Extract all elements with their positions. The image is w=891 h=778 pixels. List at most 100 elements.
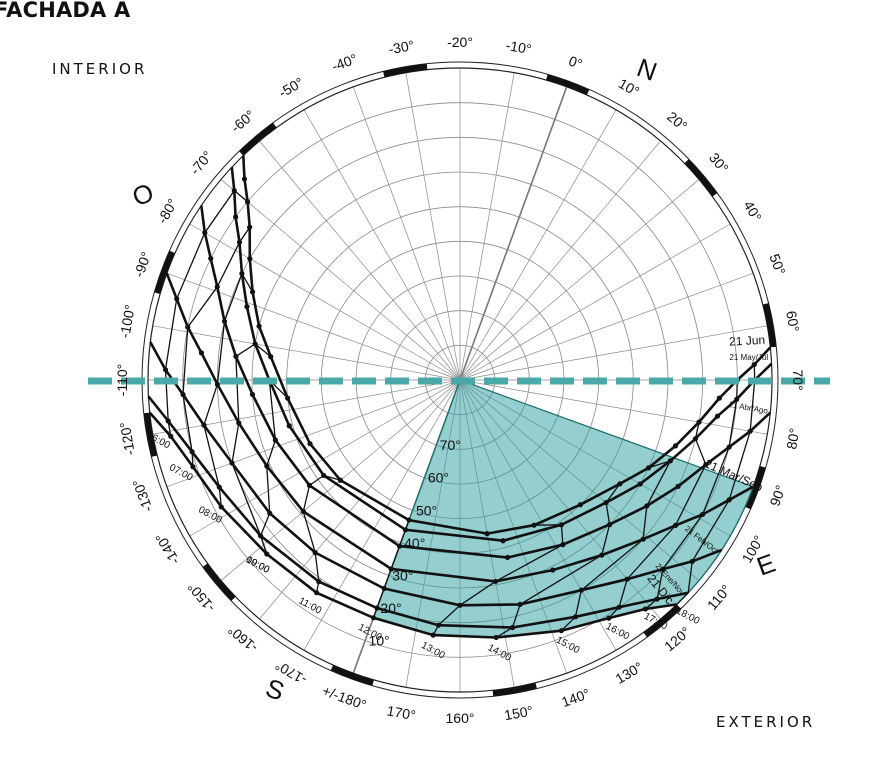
page-title: FACHADA A xyxy=(0,0,131,22)
azimuth-label: -100° xyxy=(116,303,138,339)
altitude-label: 30° xyxy=(392,567,413,583)
azimuth-line xyxy=(405,72,461,381)
azimuth-line xyxy=(459,140,661,381)
hour-point xyxy=(247,256,253,262)
azimuth-label: -50° xyxy=(276,74,306,101)
hour-point xyxy=(714,413,721,419)
azimuth-label: 0° xyxy=(567,53,585,73)
hour-point xyxy=(484,531,490,537)
altitude-label: 70° xyxy=(440,437,461,453)
hour-point xyxy=(550,567,556,573)
azimuth-label: 130° xyxy=(612,659,645,687)
hour-line xyxy=(372,519,410,619)
rim-tick-block xyxy=(762,303,777,348)
sun-path-curves xyxy=(147,155,773,641)
azimuth-label: -110° xyxy=(114,364,130,397)
altitude-label: 50° xyxy=(416,502,437,518)
azimuth-label: 150° xyxy=(503,702,534,723)
hour-point xyxy=(504,554,511,561)
hour-line xyxy=(560,459,672,632)
cardinal-west: O xyxy=(128,177,157,212)
azimuth-line xyxy=(459,72,515,381)
rim-tick-block xyxy=(239,122,277,156)
hour-line xyxy=(164,189,249,437)
hour-point xyxy=(198,350,205,356)
azimuth-label: 20° xyxy=(664,108,691,134)
azimuth-line xyxy=(459,86,568,381)
azimuth-label: -60° xyxy=(228,107,258,136)
hour-label: 15:00 xyxy=(554,635,582,657)
hour-label: 13:00 xyxy=(419,640,447,662)
hour-point xyxy=(256,323,262,329)
hour-line xyxy=(608,421,707,619)
hour-line xyxy=(203,272,254,507)
date-curve-label: 21 Jun xyxy=(729,333,766,349)
azimuth-label: -70° xyxy=(187,148,216,178)
hour-point xyxy=(531,522,537,528)
azimuth-label: 110° xyxy=(704,581,734,613)
azimuth-label: 60° xyxy=(783,309,802,333)
hour-point xyxy=(286,423,292,429)
rim-tick-block xyxy=(684,159,718,197)
rim-tick-block xyxy=(143,412,158,457)
rim-tick-block xyxy=(745,465,766,510)
azimuth-label: -20° xyxy=(447,34,473,50)
altitude-label: 20° xyxy=(380,600,401,616)
azimuth-label: 160° xyxy=(446,710,475,726)
azimuth-line xyxy=(189,379,461,537)
azimuth-line xyxy=(303,109,461,381)
rim-tick-block xyxy=(154,250,175,295)
altitude-label: 10° xyxy=(369,633,390,649)
azimuth-label: -150° xyxy=(184,579,218,615)
azimuth-line xyxy=(166,272,461,381)
azimuth-label: -90° xyxy=(130,250,154,280)
hour-point xyxy=(249,391,256,398)
altitude-label: 40° xyxy=(404,535,425,551)
hour-label: 18:00 xyxy=(674,606,702,628)
hour-point xyxy=(168,433,174,439)
azimuth-line xyxy=(459,325,768,381)
azimuth-line xyxy=(459,223,731,381)
hour-point xyxy=(675,483,681,489)
hour-point xyxy=(244,304,250,310)
azimuth-label: 80° xyxy=(783,427,802,451)
rim-tick-block xyxy=(492,682,537,697)
azimuth-line xyxy=(459,179,700,381)
hour-point xyxy=(218,504,224,510)
azimuth-label: -140° xyxy=(152,530,183,567)
azimuth-line xyxy=(259,140,461,381)
azimuth-label: 30° xyxy=(706,149,732,176)
rim-tick-block xyxy=(202,563,236,601)
azimuth-line xyxy=(352,86,461,381)
azimuth-line xyxy=(189,223,461,381)
cardinal-north: N xyxy=(633,52,661,87)
hour-point xyxy=(637,481,643,487)
azimuth-line xyxy=(166,379,461,488)
hour-point xyxy=(751,361,757,368)
azimuth-label: 170° xyxy=(386,702,417,723)
hour-point xyxy=(430,632,436,638)
hour-point xyxy=(406,517,412,523)
azimuth-label: -40° xyxy=(330,50,360,74)
azimuth-label: -120° xyxy=(116,421,138,457)
azimuth-line xyxy=(459,272,754,381)
azimuth-label: -80° xyxy=(154,196,181,226)
hour-point xyxy=(716,395,722,401)
date-curve-label: 21 May/Jul xyxy=(729,353,768,362)
rim-tick-block xyxy=(545,74,590,95)
interior-label: INTERIOR xyxy=(52,60,148,78)
azimuth-label: -130° xyxy=(129,477,156,514)
hour-point xyxy=(241,176,248,182)
hour-point xyxy=(208,255,214,262)
hour-line xyxy=(644,379,738,610)
hour-line xyxy=(182,226,251,467)
azimuth-line xyxy=(459,379,768,435)
azimuth-label: 50° xyxy=(766,252,788,277)
azimuth-label: 40° xyxy=(740,198,764,224)
azimuth-label: 90° xyxy=(766,483,788,508)
azimuth-line xyxy=(152,379,461,435)
hour-point xyxy=(500,538,506,544)
azimuth-label: -160° xyxy=(225,622,261,656)
azimuth-line xyxy=(220,179,461,381)
